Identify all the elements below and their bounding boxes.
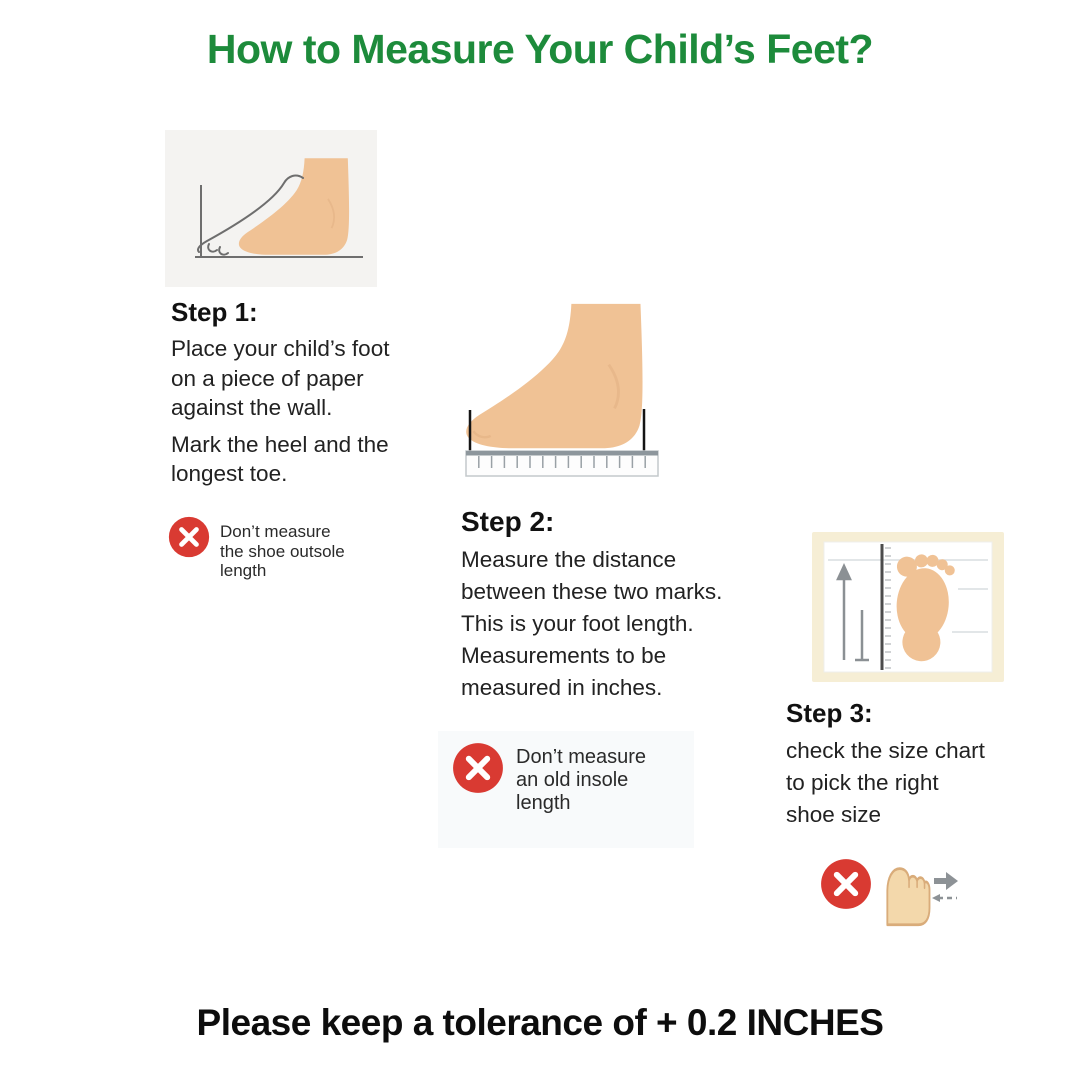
red-cross-circle-icon <box>453 743 503 793</box>
warning2-text: Don’t measure an old insole length <box>516 746 647 814</box>
step1-foot-against-wall-illustration <box>165 130 377 287</box>
step1-paragraph-1: Place your child’s foot on a piece of pa… <box>171 336 390 420</box>
foot-side-icon <box>238 158 350 255</box>
foot-trace-line <box>197 174 304 253</box>
toe-trace-line <box>207 243 229 256</box>
arrow-left-dashed-icon <box>932 894 957 902</box>
step3-heading: Step 3: <box>786 698 873 728</box>
step2-paragraph: Measure the distance between these two m… <box>461 547 723 700</box>
step1-text-block: Step 1: Place your child’s foot on a pie… <box>171 297 389 489</box>
step2-foot-on-ruler-illustration <box>465 303 659 477</box>
ruler-icon <box>465 450 659 477</box>
vertical-ruler-icon <box>880 544 891 670</box>
warning-shoe-outsole: Don’t measure the shoe outsole length <box>168 516 345 581</box>
tolerance-note: Please keep a tolerance of + 0.2 INCHES <box>196 1002 884 1043</box>
step3-paragraph: check the size chart to pick the right s… <box>786 738 985 827</box>
arrow-right-icon <box>934 872 958 890</box>
red-cross-circle-icon <box>168 516 210 558</box>
red-cross-circle-icon <box>821 859 871 909</box>
foot-toes-arrows-icon <box>886 867 958 927</box>
footprint-icon <box>896 554 955 662</box>
step2-heading: Step 2: <box>461 506 555 537</box>
page-title: How to Measure Your Child’s Feet? <box>206 26 874 72</box>
step1-paragraph-2: Mark the heel and the longest toe. <box>171 431 389 487</box>
step1-heading: Step 1: <box>171 297 258 327</box>
step3-size-chart-illustration <box>812 532 1004 682</box>
warning-old-insole: Don’t measure an old insole length <box>452 742 646 815</box>
step2-text-block: Step 2: Measure the distance between the… <box>461 506 722 704</box>
warning-no-extra-margin <box>820 858 962 928</box>
measure-arrows-icon <box>836 563 869 662</box>
warning1-text: Don’t measure the shoe outsole length <box>220 522 345 580</box>
foot-side-icon <box>466 303 643 449</box>
step3-text-block: Step 3: check the size chart to pick the… <box>786 698 985 831</box>
